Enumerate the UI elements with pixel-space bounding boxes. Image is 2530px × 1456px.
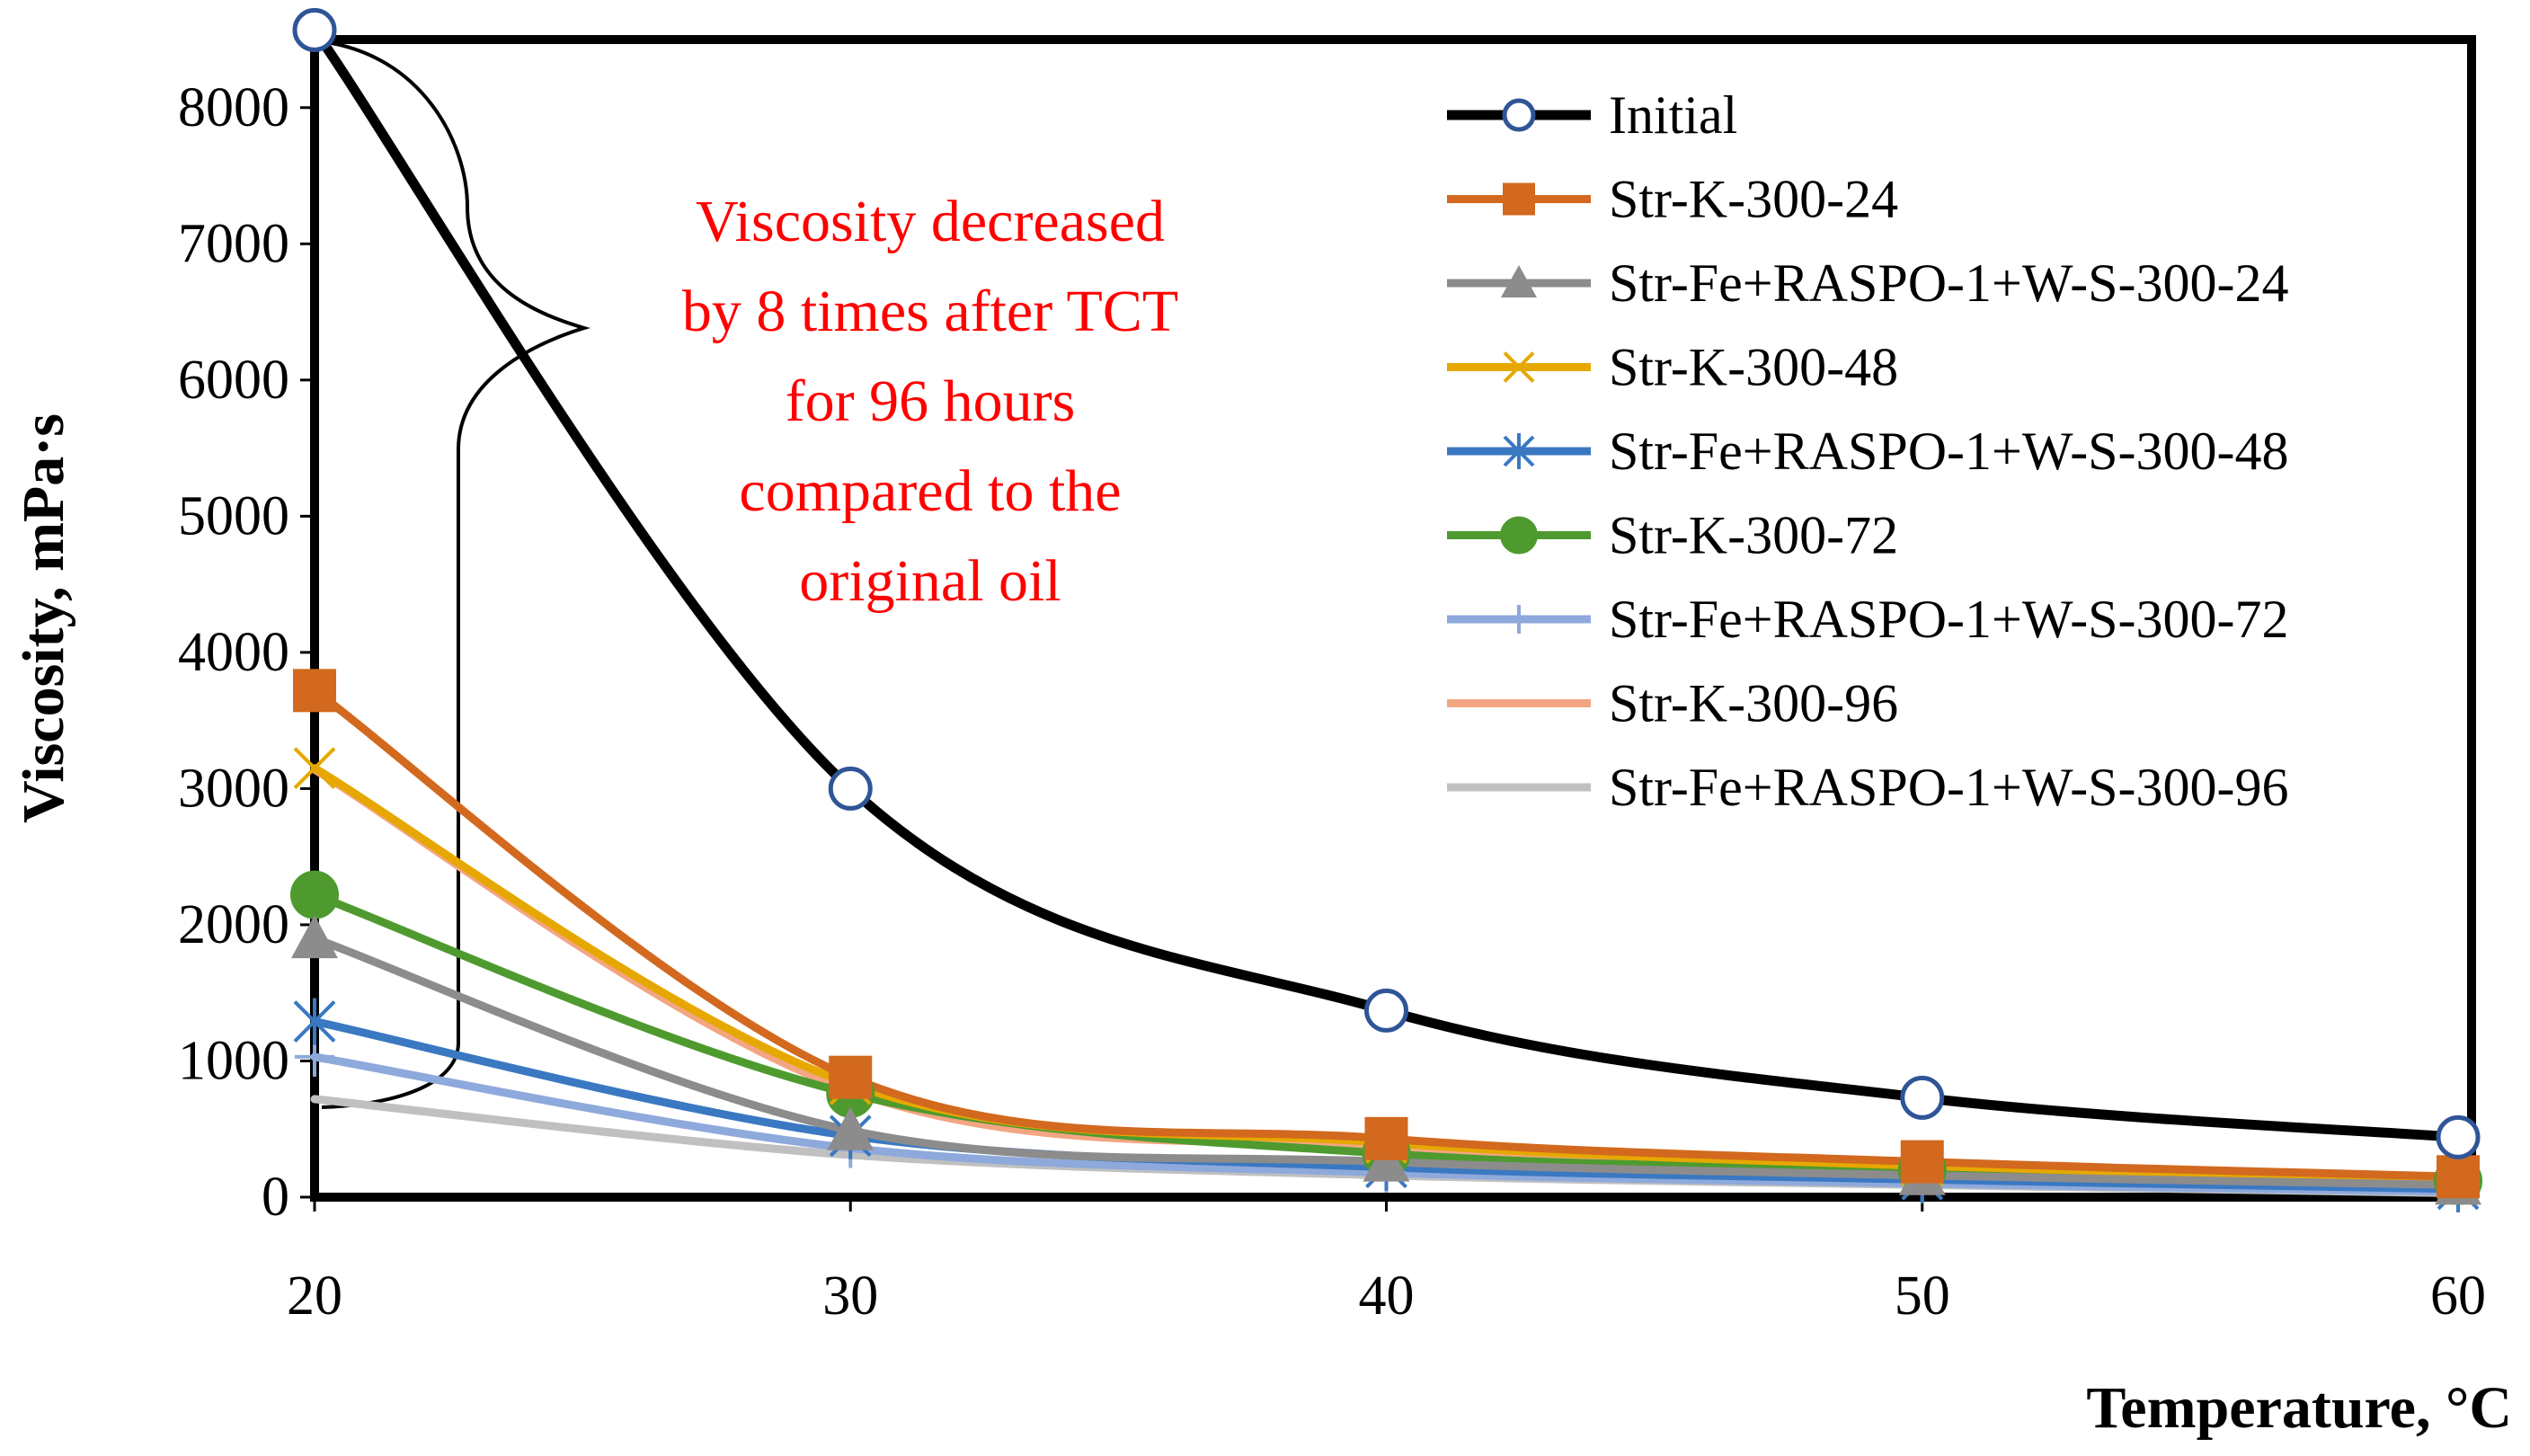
data-point xyxy=(2436,1114,2481,1159)
legend-marker xyxy=(1503,351,1535,383)
legend-label: Str-K-300-72 xyxy=(1609,506,1898,565)
legend-label: Str-K-300-96 xyxy=(1609,674,1898,733)
y-axis-title: Viscosity, mPa·s xyxy=(11,413,76,823)
x-axis: 20 30 40 50 60 xyxy=(287,1197,2486,1327)
legend-label: Str-Fe+RASPO-1+W-S-300-48 xyxy=(1609,422,2289,481)
y-tick-label: 2000 xyxy=(178,894,289,955)
y-tick-label: 0 xyxy=(262,1167,289,1228)
data-point xyxy=(1900,1075,1945,1120)
data-point xyxy=(1900,1140,1944,1184)
legend-entry: Str-Fe+RASPO-1+W-S-300-96 xyxy=(1447,758,2289,817)
annotation-brace xyxy=(319,40,590,1109)
data-point xyxy=(1364,1116,1408,1160)
plot-area-border xyxy=(310,35,2476,1202)
legend-marker xyxy=(1501,265,1537,297)
series-line-0 xyxy=(309,24,2463,1142)
legend-label: Initial xyxy=(1609,85,1737,145)
legend-label: Str-Fe+RASPO-1+W-S-300-72 xyxy=(1609,590,2289,649)
y-axis: 0 1000 2000 3000 4000 5000 6000 7000 8000 xyxy=(178,77,315,1228)
legend-marker xyxy=(1503,182,1535,216)
legend-marker xyxy=(1500,516,1538,555)
x-tick-label: 50 xyxy=(1895,1265,1950,1327)
legend-label: Str-Fe+RASPO-1+W-S-300-24 xyxy=(1609,253,2289,313)
legend-label: Str-Fe+RASPO-1+W-S-300-96 xyxy=(1609,758,2289,817)
data-point xyxy=(293,747,336,790)
x-tick-label: 60 xyxy=(2430,1265,2486,1327)
plot-frame xyxy=(310,35,2476,1202)
annotation-line: Viscosity decreased xyxy=(696,189,1165,254)
data-point xyxy=(290,870,339,919)
y-tick-label: 7000 xyxy=(178,213,289,274)
y-tick-label: 5000 xyxy=(178,485,289,546)
legend-label: Str-K-300-48 xyxy=(1609,338,1898,397)
data-point xyxy=(293,998,336,1045)
y-tick-label: 4000 xyxy=(178,622,289,683)
data-point xyxy=(292,7,337,52)
y-tick-label: 3000 xyxy=(178,758,289,819)
data-point xyxy=(293,669,336,713)
legend-entry: Str-Fe+RASPO-1+W-S-300-72 xyxy=(1447,590,2289,649)
data-point xyxy=(2437,1155,2480,1199)
legend: Initial Str-K-300-24 Str-Fe+RASPO-1+W-S-30… xyxy=(1447,85,2289,817)
annotation-line: by 8 times after TCT xyxy=(682,279,1178,344)
annotation: Viscosity decreased by 8 times after TCT f… xyxy=(682,189,1178,614)
annotation-line: compared to the xyxy=(739,458,1121,524)
legend-entry: Str-K-300-72 xyxy=(1447,506,1898,565)
data-point xyxy=(1364,988,1408,1033)
x-tick-label: 30 xyxy=(822,1265,878,1327)
data-point xyxy=(291,915,338,959)
brace-path xyxy=(319,40,590,1109)
x-tick-label: 20 xyxy=(287,1265,342,1327)
legend-marker xyxy=(1505,605,1533,634)
y-tick-label: 8000 xyxy=(178,77,289,138)
annotation-line: original oil xyxy=(799,548,1061,614)
x-axis-title: Temperature, °C xyxy=(2086,1375,2512,1441)
data-point xyxy=(828,766,873,811)
legend-marker xyxy=(1503,433,1535,469)
legend-label: Str-K-300-24 xyxy=(1609,170,1898,229)
y-tick-label: 6000 xyxy=(178,350,289,411)
legend-entry: Str-K-300-24 xyxy=(1447,170,1898,229)
x-tick-label: 40 xyxy=(1359,1265,1415,1327)
legend-marker xyxy=(1502,98,1536,132)
legend-entry: Str-K-300-96 xyxy=(1447,674,1898,733)
series-markers xyxy=(290,7,2482,1212)
data-point xyxy=(829,1055,873,1099)
legend-entry: Initial xyxy=(1447,85,1737,145)
legend-entry: Str-Fe+RASPO-1+W-S-300-48 xyxy=(1447,422,2289,481)
y-tick-label: 1000 xyxy=(178,1030,289,1091)
data-point xyxy=(827,1106,874,1150)
annotation-line: for 96 hours xyxy=(786,368,1076,434)
legend-entry: Str-Fe+RASPO-1+W-S-300-24 xyxy=(1447,253,2289,313)
legend-entry: Str-K-300-48 xyxy=(1447,338,1898,397)
